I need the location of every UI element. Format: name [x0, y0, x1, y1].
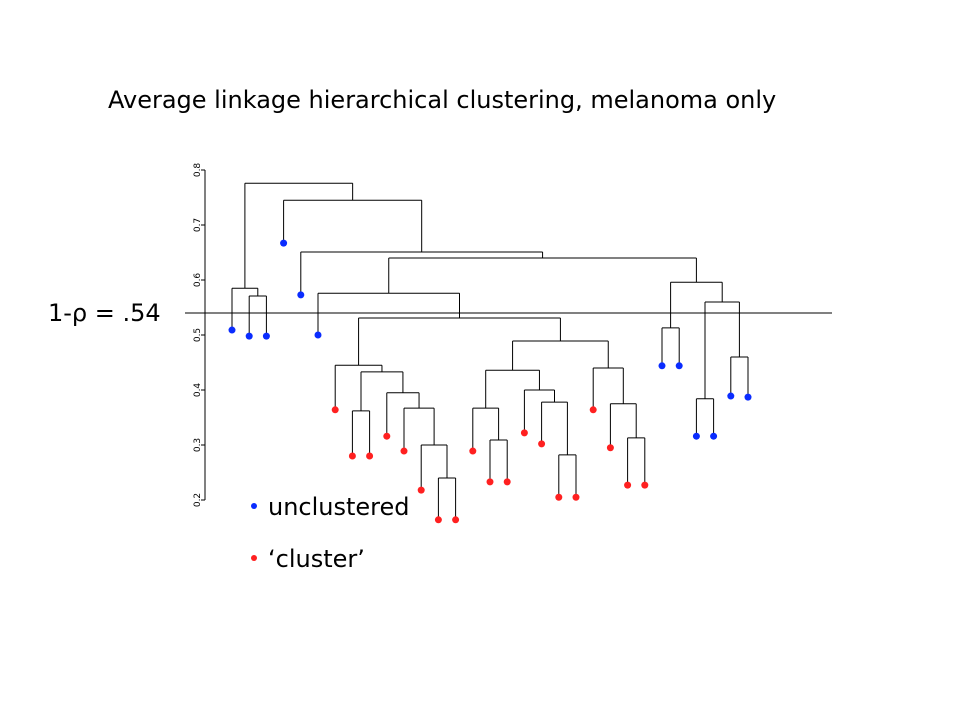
leaf-dot: [744, 393, 752, 401]
leaf-dot: [331, 406, 339, 414]
leaf-dot: [452, 516, 460, 524]
leaf-dot: [624, 481, 632, 489]
leaf-dot: [262, 332, 270, 340]
leaf-dot: [606, 444, 614, 452]
leaf-dot: [245, 332, 253, 340]
leaf-dot: [538, 440, 546, 448]
leaf-dot: [589, 406, 597, 414]
y-tick-label: 0.4: [193, 383, 203, 398]
y-tick-label: 0.3: [193, 438, 203, 452]
y-tick-label: 0.5: [193, 328, 203, 342]
leaf-dot: [417, 486, 425, 494]
leaf-dot: [727, 392, 735, 400]
leaf-dot: [486, 478, 494, 486]
chart-title: Average linkage hierarchical clustering,…: [108, 86, 776, 114]
leaf-dot: [383, 432, 391, 440]
y-tick-label: 0.2: [193, 493, 203, 507]
leaf-dot: [641, 481, 649, 489]
leaf-dot: [228, 326, 236, 334]
y-tick-label: 0.7: [193, 218, 203, 232]
leaf-dot: [503, 478, 511, 486]
leaf-dot: [366, 452, 374, 460]
leaf-dot: [658, 362, 666, 370]
leaf-dot: [520, 429, 528, 437]
legend-label: unclustered: [268, 493, 410, 521]
leaf-dot: [710, 432, 718, 440]
cut-label: 1-ρ = .54: [48, 299, 161, 327]
legend-dot: [251, 555, 257, 561]
leaf-dot: [692, 432, 700, 440]
leaf-dot: [434, 516, 442, 524]
leaf-dot: [675, 362, 683, 370]
legend-dot: [251, 503, 257, 509]
leaf-dot: [555, 493, 563, 501]
y-tick-label: 0.6: [193, 273, 203, 288]
y-tick-label: 0.8: [193, 163, 203, 178]
legend-label: ‘cluster’: [268, 545, 365, 573]
leaf-dot: [297, 291, 305, 299]
leaf-dot: [280, 239, 288, 247]
leaf-dot: [469, 447, 477, 455]
leaf-dot: [348, 452, 356, 460]
leaf-dot: [400, 447, 408, 455]
leaf-dot: [572, 493, 580, 501]
leaf-dot: [314, 331, 322, 339]
